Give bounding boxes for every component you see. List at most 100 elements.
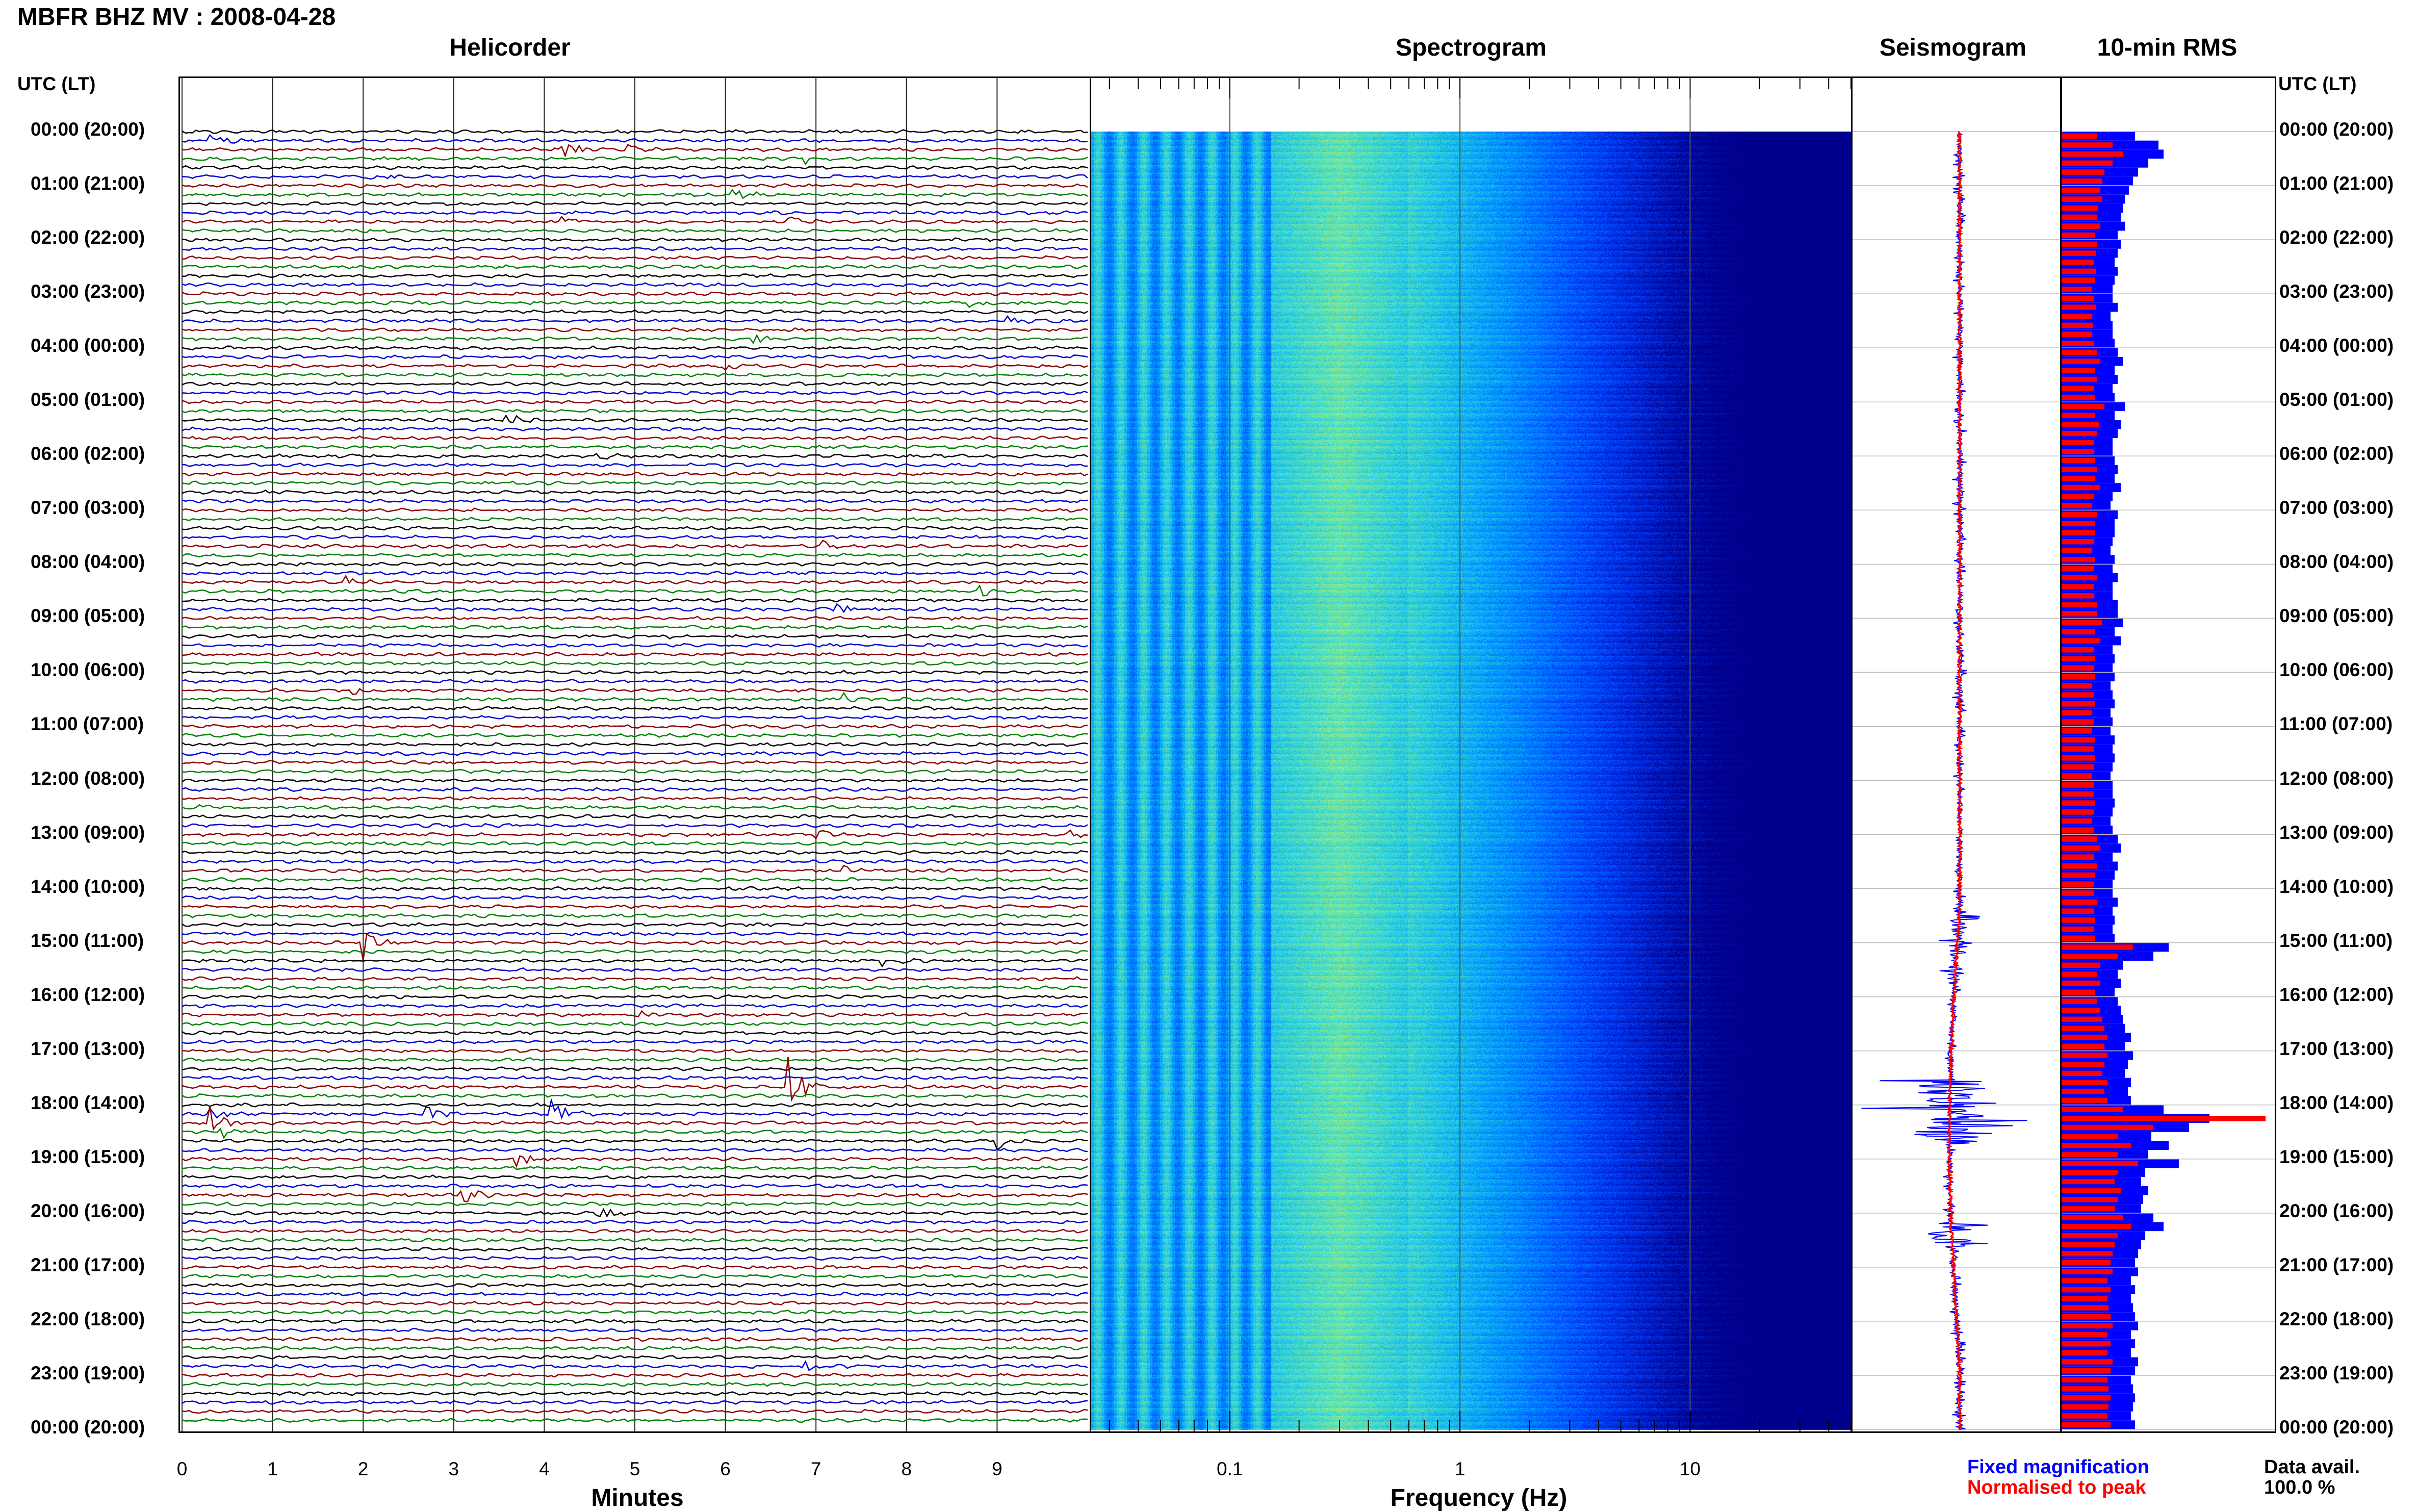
rms-normalised-bar bbox=[2062, 710, 2092, 716]
helicorder-trace bbox=[182, 480, 1088, 486]
rms-normalised-bar bbox=[2062, 593, 2094, 599]
left-time-label: 19:00 (15:00) bbox=[31, 1146, 145, 1167]
rms-normalised-bar bbox=[2062, 773, 2092, 779]
helicorder-trace bbox=[182, 1048, 1088, 1054]
rms-normalised-bar bbox=[2062, 566, 2094, 572]
rms-normalised-bar bbox=[2062, 746, 2094, 752]
rms-normalised-bar bbox=[2062, 1142, 2131, 1148]
rms-normalised-bar bbox=[2062, 1368, 2111, 1374]
helicorder-trace bbox=[182, 603, 1088, 613]
left-time-label: 06:00 (02:00) bbox=[31, 443, 145, 465]
rms-normalised-bar bbox=[2062, 422, 2099, 427]
rms-normalised-bar bbox=[2062, 1233, 2118, 1239]
rms-normalised-bar bbox=[2062, 926, 2094, 932]
rms-normalised-bar bbox=[2062, 1242, 2115, 1247]
left-time-label: 09:00 (05:00) bbox=[31, 605, 145, 627]
helicorder-trace bbox=[182, 994, 1088, 1000]
helicorder-trace bbox=[182, 1208, 1088, 1218]
rms-normalised-bar bbox=[2062, 944, 2133, 950]
helicorder-trace bbox=[182, 841, 1088, 847]
helicorder-trace bbox=[182, 489, 1088, 495]
rms-normalised-bar bbox=[2062, 1422, 2111, 1428]
helicorder-trace bbox=[182, 1057, 1088, 1102]
left-time-label: 15:00 (11:00) bbox=[31, 930, 144, 951]
rms-normalised-bar bbox=[2062, 962, 2100, 968]
helicorder-trace bbox=[182, 1021, 1088, 1027]
rms-normalised-bar bbox=[2062, 521, 2095, 527]
helicorder-trace bbox=[182, 967, 1088, 972]
helicorder-x-tick: 6 bbox=[720, 1458, 731, 1479]
helicorder-trace bbox=[182, 255, 1088, 261]
rms-normalised-bar bbox=[2062, 620, 2102, 626]
rms-normalised-bar bbox=[2062, 782, 2094, 788]
rms-normalised-bar bbox=[2062, 1341, 2111, 1347]
helicorder-trace bbox=[182, 1337, 1088, 1342]
helicorder-trace bbox=[182, 390, 1088, 396]
left-time-label: 21:00 (17:00) bbox=[31, 1254, 145, 1275]
helicorder-trace bbox=[182, 291, 1088, 297]
rms-normalised-bar bbox=[2062, 1178, 2115, 1185]
rms-normalised-bar bbox=[2062, 935, 2095, 941]
rms-normalised-bar bbox=[2062, 395, 2095, 400]
helicorder-trace bbox=[182, 237, 1088, 243]
helicorder-trace bbox=[182, 670, 1088, 675]
data-avail-label: Data avail. bbox=[2264, 1456, 2360, 1478]
rms-normalised-bar bbox=[2062, 845, 2100, 851]
rms-normalised-bar bbox=[2062, 322, 2093, 328]
helicorder-trace bbox=[182, 584, 1088, 597]
rms-normalised-bar bbox=[2062, 368, 2095, 373]
rms-normalised-bar bbox=[2062, 998, 2097, 1004]
helicorder-trace bbox=[182, 228, 1088, 234]
rms-normalised-bar bbox=[2062, 737, 2095, 743]
helicorder-trace bbox=[182, 1102, 1088, 1108]
rms-normalised-bar bbox=[2062, 1332, 2107, 1338]
rms-normalised-bar bbox=[2062, 376, 2097, 382]
rms-normalised-bar bbox=[2062, 764, 2094, 770]
helicorder-trace bbox=[182, 931, 1088, 936]
rms-normalised-bar bbox=[2062, 827, 2094, 833]
seismogram-title: Seismogram bbox=[1879, 34, 2027, 61]
rms-normalised-bar bbox=[2062, 1151, 2118, 1158]
helicorder-trace bbox=[182, 309, 1088, 315]
helicorder-trace bbox=[182, 958, 1088, 968]
right-axis-header: UTC (LT) bbox=[2278, 73, 2357, 94]
right-time-label: 07:00 (03:00) bbox=[2279, 497, 2394, 519]
rms-normalised-bar bbox=[2062, 1386, 2109, 1392]
right-time-label: 01:00 (21:00) bbox=[2279, 173, 2394, 194]
helicorder-trace bbox=[182, 1201, 1088, 1207]
helicorder-trace bbox=[182, 444, 1088, 450]
spectrogram-x-tick: 0.1 bbox=[1217, 1458, 1243, 1479]
data-avail-value: 100.0 % bbox=[2264, 1477, 2335, 1498]
helicorder-trace bbox=[182, 724, 1088, 729]
helicorder-trace bbox=[182, 850, 1088, 855]
helicorder-trace bbox=[182, 751, 1088, 756]
helicorder-trace bbox=[182, 1155, 1088, 1168]
rms-normalised-bar bbox=[2062, 1043, 2104, 1049]
rms-normalised-bar bbox=[2062, 187, 2100, 193]
rms-normalised-bar bbox=[2062, 1206, 2115, 1212]
spectrogram-x-label: Frequency (Hz) bbox=[1390, 1484, 1567, 1511]
rms-panel bbox=[2060, 76, 2276, 1433]
helicorder-trace bbox=[182, 1003, 1088, 1008]
helicorder-trace bbox=[182, 408, 1088, 414]
right-time-label: 13:00 (09:00) bbox=[2279, 822, 2394, 843]
rms-normalised-bar bbox=[2062, 205, 2098, 211]
page-title: MBFR BHZ MV : 2008-04-28 bbox=[17, 4, 336, 31]
rms-normalised-bar bbox=[2062, 899, 2097, 905]
helicorder-trace bbox=[182, 453, 1088, 460]
right-time-label: 14:00 (10:00) bbox=[2279, 876, 2394, 897]
right-time-label: 11:00 (07:00) bbox=[2279, 713, 2393, 735]
helicorder-trace bbox=[182, 1265, 1088, 1270]
rms-normalised-bar bbox=[2062, 1251, 2113, 1257]
rms-normalised-bar bbox=[2062, 1053, 2107, 1058]
helicorder-trace bbox=[182, 660, 1088, 666]
rms-normalised-bar bbox=[2062, 1350, 2107, 1356]
helicorder-trace bbox=[182, 1246, 1088, 1252]
rms-normalised-bar bbox=[2062, 890, 2094, 896]
helicorder-x-tick: 4 bbox=[539, 1458, 550, 1479]
right-time-label: 12:00 (08:00) bbox=[2279, 767, 2394, 789]
rms-normalised-bar bbox=[2062, 917, 2095, 923]
rms-normalised-bar bbox=[2062, 304, 2096, 310]
legend-normalised-to-peak: Normalised to peak bbox=[1967, 1477, 2146, 1498]
rms-normalised-bar bbox=[2062, 755, 2095, 761]
